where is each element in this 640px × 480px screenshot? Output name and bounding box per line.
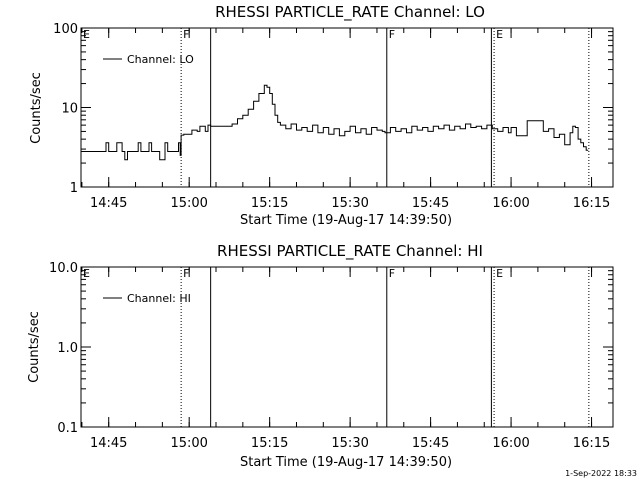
event-marker-label: F	[183, 267, 189, 280]
event-marker-label: E	[83, 28, 90, 41]
event-marker-label: E	[496, 267, 503, 280]
y-tick-label: 0.1	[57, 421, 78, 436]
x-tick-label: 16:15	[573, 436, 610, 451]
y-tick-label: 10.0	[49, 261, 78, 276]
y-tick-layer: 0.1 1.0 10.0	[49, 261, 613, 436]
y-tick-label: 1	[70, 181, 78, 196]
x-tick-label: 15:15	[251, 436, 288, 451]
x-tick-layer: 14:45 15:00 15:15 15:30 15:45 16:00 16:15	[81, 267, 610, 451]
x-tick-label: 15:00	[170, 436, 207, 451]
y-tick-label: 1.0	[57, 341, 78, 356]
chart-title: RHESSI PARTICLE_RATE Channel: HI	[217, 242, 483, 261]
x-tick-layer: 14:45 15:00 15:15 15:30 15:45 16:00 16:15	[81, 28, 610, 211]
y-tick-layer: 1 10 100	[53, 22, 613, 196]
x-tick-label: 15:45	[412, 196, 449, 211]
x-axis-label: Start Time (19-Aug-17 14:39:50)	[240, 455, 452, 470]
footer-timestamp: 1-Sep-2022 18:33	[565, 469, 637, 478]
x-tick-label: 15:30	[331, 196, 368, 211]
legend-label: Channel: LO	[127, 53, 194, 66]
marker-layer	[180, 267, 590, 427]
x-tick-label: 14:45	[90, 196, 127, 211]
event-marker-label: F	[389, 28, 395, 41]
x-tick-label: 16:15	[573, 196, 610, 211]
x-tick-label: 14:45	[90, 436, 127, 451]
legend: Channel: LO	[103, 53, 194, 66]
marker-layer	[180, 28, 590, 187]
y-axis-label: Counts/sec	[27, 311, 42, 383]
y-axis-label: Counts/sec	[29, 72, 44, 144]
panel-hi: RHESSI PARTICLE_RATE Channel: HI E F F E 0.…	[27, 242, 614, 470]
x-tick-label: 15:30	[331, 436, 368, 451]
event-marker-label: E	[496, 28, 503, 41]
x-tick-label: 15:00	[170, 196, 207, 211]
chart-title: RHESSI PARTICLE_RATE Channel: LO	[215, 3, 485, 22]
y-tick-label: 100	[53, 22, 78, 37]
x-tick-label: 15:15	[251, 196, 288, 211]
x-axis-label: Start Time (19-Aug-17 14:39:50)	[240, 213, 452, 228]
series-layer	[81, 84, 589, 161]
x-tick-label: 16:00	[492, 196, 529, 211]
legend-label: Channel: HI	[127, 292, 191, 305]
event-marker-label: F	[183, 28, 189, 41]
event-marker-label: E	[83, 267, 90, 280]
x-tick-label: 15:45	[412, 436, 449, 451]
x-tick-label: 16:00	[492, 436, 529, 451]
legend: Channel: HI	[103, 292, 191, 305]
event-marker-label: F	[389, 267, 395, 280]
series-line-channel-lo	[81, 84, 589, 161]
y-tick-label: 10	[61, 102, 78, 117]
